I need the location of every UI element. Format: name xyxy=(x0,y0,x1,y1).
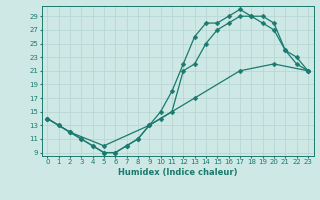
X-axis label: Humidex (Indice chaleur): Humidex (Indice chaleur) xyxy=(118,168,237,177)
